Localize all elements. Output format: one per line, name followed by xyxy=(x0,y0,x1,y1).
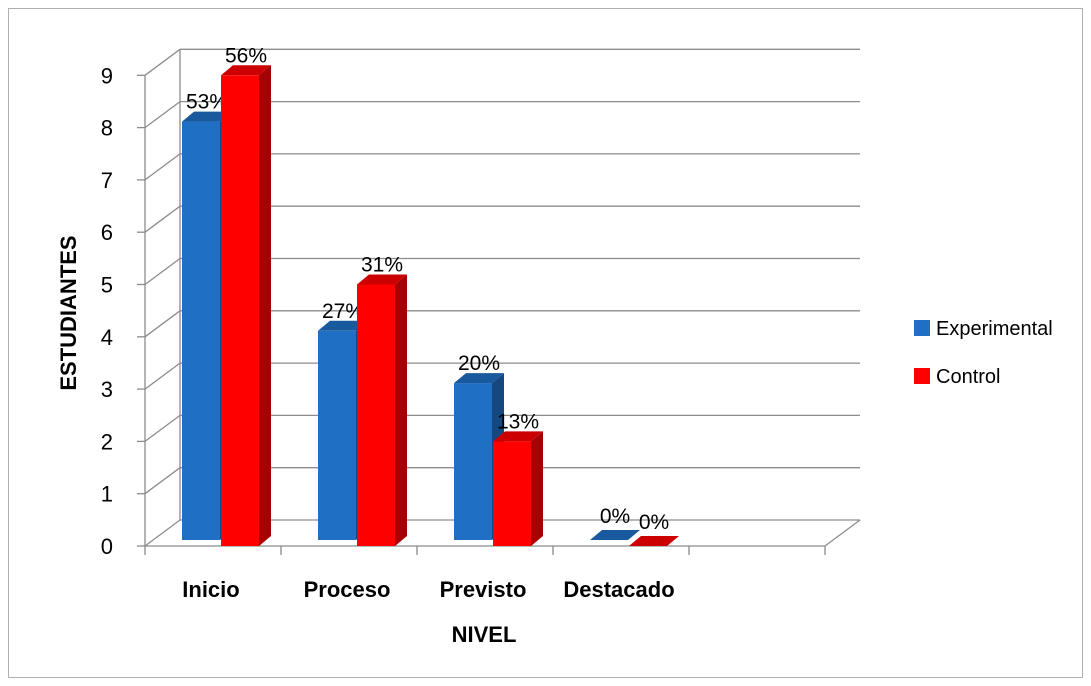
bars: 53% 56% 27% 31% 20% 13% 0% 0% xyxy=(182,44,679,547)
data-label: 13% xyxy=(497,410,539,433)
y-tick-label: 2 xyxy=(101,429,113,454)
floor-edge xyxy=(824,519,861,547)
bar-top xyxy=(318,320,368,331)
gridline-side xyxy=(144,414,181,442)
y-tick-label: 6 xyxy=(101,220,113,245)
bar-control-previsto: 13% xyxy=(493,410,543,546)
gridline-side xyxy=(144,310,181,338)
bar-side xyxy=(395,274,407,546)
y-tick-label: 9 xyxy=(101,63,113,88)
bar-control-inicio: 56% xyxy=(221,44,271,547)
gridline-side xyxy=(144,153,181,181)
x-tick-label: Destacado xyxy=(563,577,674,602)
y-tick-label: 5 xyxy=(101,273,113,298)
bar-top xyxy=(454,373,504,384)
gridline-side xyxy=(144,362,181,390)
data-label: 27% xyxy=(322,300,364,323)
bar-control-destacado: 0% xyxy=(629,511,679,546)
gridline-side xyxy=(144,101,181,129)
bar-experimental-previsto: 20% xyxy=(454,352,504,540)
data-label: 0% xyxy=(639,511,669,534)
legend-label: Experimental xyxy=(936,318,1053,340)
bar-top xyxy=(182,111,232,122)
x-tick-label: Inicio xyxy=(182,577,239,602)
gridline-side xyxy=(144,467,181,495)
y-tick-label: 4 xyxy=(101,325,113,350)
bar-top xyxy=(629,536,679,546)
gridline-side xyxy=(144,257,181,286)
data-label: 0% xyxy=(600,505,630,528)
data-label: 31% xyxy=(361,254,403,277)
bar-front xyxy=(454,383,492,540)
bar-experimental-destacado: 0% xyxy=(590,505,640,540)
bar-front xyxy=(493,441,531,546)
gridlines xyxy=(144,48,861,547)
bar-top xyxy=(221,65,271,76)
legend-label: Control xyxy=(936,366,1000,388)
bar-front xyxy=(357,284,395,546)
y-tick-label: 3 xyxy=(101,377,113,402)
legend-swatch xyxy=(914,368,930,384)
gridline-side xyxy=(144,205,181,233)
bar-side xyxy=(531,431,543,546)
bar-side xyxy=(259,65,271,547)
data-label: 20% xyxy=(458,352,500,375)
legend: Experimental Control xyxy=(914,318,1053,388)
bar-top xyxy=(493,431,543,442)
data-label: 53% xyxy=(186,91,228,114)
bar-front xyxy=(318,330,356,540)
x-axis-categories: Inicio Proceso Previsto Destacado xyxy=(144,546,826,602)
bar-top xyxy=(357,274,407,285)
y-axis-title: ESTUDIANTES xyxy=(56,235,81,390)
x-tick-label: Proceso xyxy=(304,577,391,602)
bar-front xyxy=(221,75,259,547)
gridline-side xyxy=(144,48,181,76)
data-label: 56% xyxy=(225,44,267,67)
bar-control-proceso: 31% xyxy=(357,254,407,546)
x-tick-label: Previsto xyxy=(440,577,527,602)
y-tick-label: 7 xyxy=(101,168,113,193)
x-axis-title: NIVEL xyxy=(452,622,517,647)
bar-front xyxy=(182,121,220,540)
legend-swatch xyxy=(914,320,930,336)
y-tick-label: 0 xyxy=(101,534,113,559)
gridline-side xyxy=(144,519,181,547)
y-axis-ticks: 0 1 2 3 4 5 6 7 8 9 xyxy=(101,63,145,559)
y-tick-label: 8 xyxy=(101,116,113,141)
bar-top xyxy=(590,530,640,540)
y-tick-label: 1 xyxy=(101,482,113,507)
